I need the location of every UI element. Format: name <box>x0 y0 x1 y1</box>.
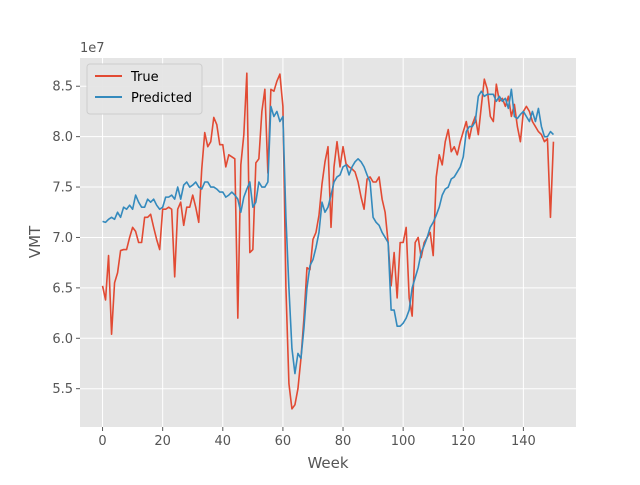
y-tick-label: 8.0 <box>52 130 73 145</box>
x-tick-label: 40 <box>215 434 232 449</box>
y-tick-label: 6.0 <box>52 332 73 347</box>
x-axis-label: Week <box>307 454 348 472</box>
legend-label-true: True <box>130 70 159 85</box>
x-tick-label: 0 <box>98 434 106 449</box>
y-tick-label: 6.5 <box>52 281 73 296</box>
y-offset-label: 1e7 <box>80 41 105 56</box>
x-tick-label: 20 <box>154 434 171 449</box>
legend-label-predicted: Predicted <box>131 91 192 106</box>
x-tick-label: 60 <box>275 434 292 449</box>
x-tick-label: 120 <box>451 434 476 449</box>
x-tick-label: 100 <box>391 434 416 449</box>
y-tick-label: 7.5 <box>52 181 73 196</box>
legend: True Predicted <box>86 63 203 115</box>
y-tick-label: 8.5 <box>52 80 73 95</box>
series-lines <box>101 72 555 410</box>
x-axis-ticks: 0 20 40 60 80 100 120 140 <box>98 427 536 449</box>
gridlines <box>80 58 576 427</box>
series-line-predicted <box>102 88 555 375</box>
x-tick-label: 80 <box>335 434 352 449</box>
y-tick-label: 7.0 <box>52 231 73 246</box>
y-axis-ticks: 5.5 6.0 6.5 7.0 7.5 8.0 8.5 <box>52 80 80 397</box>
series-line-true <box>101 72 555 410</box>
y-tick-label: 5.5 <box>52 382 73 397</box>
x-tick-label: 140 <box>511 434 536 449</box>
y-axis-label: VMT <box>26 225 44 258</box>
